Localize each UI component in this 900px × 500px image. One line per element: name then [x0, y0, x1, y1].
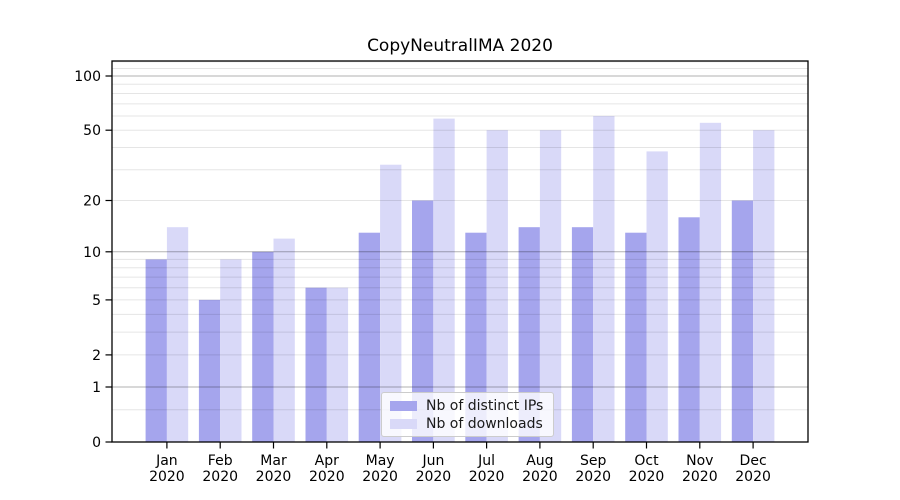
x-tick-label-month: Aug	[526, 453, 553, 469]
chart-title: CopyNeutralIMA 2020	[367, 36, 553, 56]
x-tick-label-year: 2020	[735, 469, 771, 485]
x-tick-label-month: Nov	[686, 453, 713, 469]
legend-swatch	[390, 418, 417, 429]
legend-item: Nb of downloads	[390, 415, 543, 432]
bar-nb-of-downloads-feb	[220, 259, 242, 442]
bar-nb-of-downloads-jan	[166, 227, 189, 442]
bar-nb-of-distinct-ips-jul	[465, 232, 487, 442]
bar-nb-of-downloads-oct	[646, 151, 668, 442]
y-tick-label: 0	[92, 435, 101, 451]
x-tick-label-year: 2020	[575, 469, 611, 485]
bar-nb-of-distinct-ips-jun	[412, 200, 434, 442]
bar-nb-of-downloads-may	[380, 164, 402, 442]
x-tick-label-month: Jan	[155, 453, 178, 469]
x-tick-label-month: May	[366, 453, 395, 469]
bar-nb-of-distinct-ips-apr	[305, 287, 327, 442]
bar-nb-of-distinct-ips-may	[358, 232, 380, 442]
x-tick-label-month: Apr	[315, 453, 339, 469]
bar-nb-of-downloads-apr	[326, 287, 349, 442]
bar-nb-of-downloads-jul	[486, 130, 508, 442]
y-tick-label: 2	[92, 348, 101, 364]
bar-nb-of-distinct-ips-dec	[731, 200, 754, 442]
x-tick-label-year: 2020	[522, 469, 558, 485]
legend-swatch	[390, 400, 417, 411]
x-tick-label-year: 2020	[202, 469, 238, 485]
bar-nb-of-distinct-ips-jan	[145, 259, 167, 442]
x-tick-label-year: 2020	[362, 469, 398, 485]
legend-label: Nb of downloads	[426, 415, 543, 432]
x-tick-label-year: 2020	[469, 469, 505, 485]
x-tick-label-year: 2020	[682, 469, 718, 485]
bar-nb-of-downloads-jun	[433, 118, 455, 442]
bar-nb-of-downloads-sep	[593, 116, 615, 442]
x-tick-label-year: 2020	[309, 469, 345, 485]
legend: Nb of distinct IPs Nb of downloads	[381, 392, 555, 437]
x-tick-label-month: Feb	[208, 453, 233, 469]
legend-label: Nb of distinct IPs	[426, 397, 544, 414]
bar-nb-of-downloads-dec	[753, 130, 775, 442]
bar-nb-of-distinct-ips-feb	[198, 299, 221, 442]
x-tick-label-year: 2020	[629, 469, 665, 485]
bar-nb-of-downloads-mar	[273, 238, 295, 442]
bar-nb-of-distinct-ips-aug	[518, 227, 540, 442]
legend-item: Nb of distinct IPs	[390, 397, 543, 414]
x-tick-label-month: Dec	[740, 453, 767, 469]
bar-nb-of-downloads-nov	[699, 122, 722, 443]
x-tick-label-year: 2020	[149, 469, 185, 485]
y-tick-label: 5	[92, 293, 101, 309]
x-tick-label-year: 2020	[416, 469, 452, 485]
y-tick-label: 10	[83, 245, 101, 261]
bar-nb-of-distinct-ips-oct	[625, 232, 647, 442]
x-tick-label-month: Mar	[260, 453, 287, 469]
x-tick-label-month: Sep	[580, 453, 607, 469]
y-tick-label: 1	[92, 380, 101, 396]
y-tick-label: 20	[83, 194, 101, 210]
bar-nb-of-distinct-ips-sep	[571, 227, 594, 442]
x-tick-label-month: Jun	[421, 453, 444, 469]
x-tick-label-year: 2020	[256, 469, 292, 485]
bar-nb-of-downloads-aug	[539, 130, 562, 442]
x-tick-label-month: Oct	[634, 453, 659, 469]
x-tick-label-month: Jul	[477, 453, 495, 469]
bar-nb-of-distinct-ips-mar	[252, 251, 274, 442]
y-tick-label: 100	[74, 69, 101, 85]
y-tick-label: 50	[83, 123, 101, 139]
bar-nb-of-distinct-ips-nov	[678, 217, 700, 442]
